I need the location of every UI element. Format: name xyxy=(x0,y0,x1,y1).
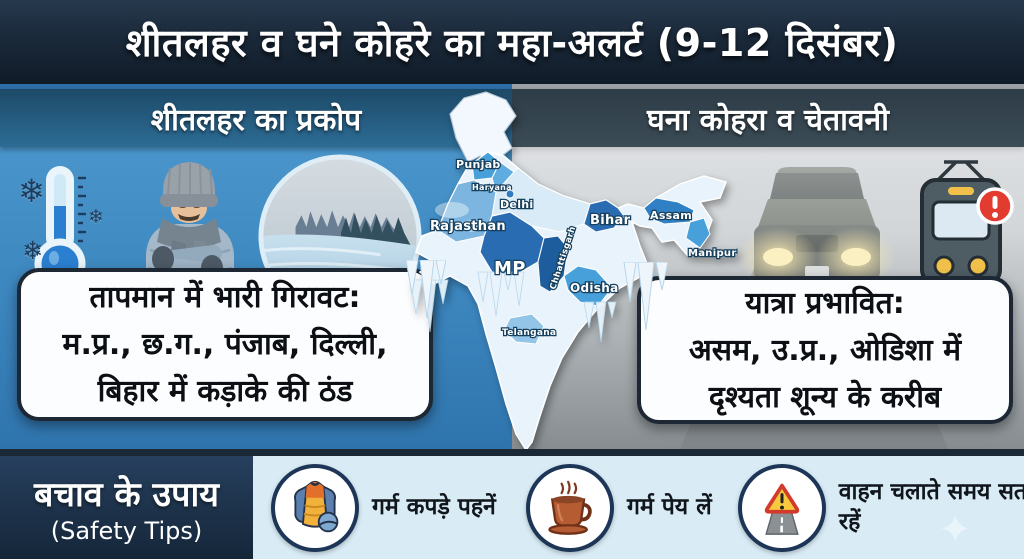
warm-clothes-jacket-icon xyxy=(271,463,359,552)
tip-label: वाहन चलाते समय सतर्क रहें xyxy=(838,478,1024,535)
left-accent-strip xyxy=(0,84,512,89)
fog-header-bar: घना कोहरा व चेतावनी xyxy=(512,89,1024,147)
tip-drive-carefully: वाहन चलाते समय सतर्क रहें xyxy=(737,463,1024,552)
info-line: असम, उ.प्र., ओडिशा में xyxy=(688,332,962,368)
temperature-drop-info-box: तापमान में भारी गिरावट: म.प्र., छ.ग., पं… xyxy=(17,268,433,421)
snowflake-icon: ❄ xyxy=(88,206,104,228)
tip-label: गर्म कपड़े पहनें xyxy=(372,493,496,520)
cold-wave-header-text: शीतलहर का प्रकोप xyxy=(150,102,362,138)
safety-tips-bar: बचाव के उपाय (Safety Tips) गर्म कपड़े पह… xyxy=(0,449,1024,559)
safety-tips-subtitle: (Safety Tips) xyxy=(50,517,203,545)
travel-impact-info-box: यात्रा प्रभावित: असम, उ.प्र., ओडिशा में … xyxy=(637,276,1013,424)
drive-caution-road-warning-icon xyxy=(737,463,826,552)
hot-drink-tea-cup-icon xyxy=(526,463,614,552)
right-accent-strip xyxy=(512,84,1024,89)
tip-warm-clothes: गर्म कपड़े पहनें xyxy=(271,463,500,552)
info-line: तापमान में भारी गिरावट: xyxy=(89,280,361,315)
dense-fog-panel: घना कोहरा व चेतावनी xyxy=(512,84,1024,449)
icicle-decoration xyxy=(623,262,668,331)
safety-tips-title: बचाव के उपाय xyxy=(34,475,219,515)
banner: शीतलहर व घने कोहरे का महा-अलर्ट (9-12 दि… xyxy=(0,0,1024,84)
tip-label: गर्म पेय लें xyxy=(627,493,712,520)
alert-badge-icon xyxy=(976,187,1014,225)
sparkle-icon: ✦ xyxy=(938,507,972,553)
info-line: यात्रा प्रभावित: xyxy=(745,285,905,321)
info-line: दृश्यता शून्य के करीब xyxy=(708,379,942,415)
info-line: बिहार में कड़ाके की ठंड xyxy=(97,374,353,409)
icicle-decoration xyxy=(405,260,446,319)
info-line: म.प्र., छ.ग., पंजाब, दिल्ली, xyxy=(62,327,388,362)
banner-title: शीतलहर व घने कोहरे का महा-अलर्ट (9-12 दि… xyxy=(125,21,899,65)
cold-wave-header-bar: शीतलहर का प्रकोप xyxy=(0,89,512,147)
snowflake-icon: ❄ xyxy=(18,172,45,210)
tip-hot-drink: गर्म पेय लें xyxy=(526,463,712,552)
safety-tips-title-box: बचाव के उपाय (Safety Tips) xyxy=(0,456,253,559)
fog-header-text: घना कोहरा व चेतावनी xyxy=(647,102,889,138)
snowflake-icon: ❄ xyxy=(22,236,43,265)
thermometer-icon xyxy=(34,166,86,290)
